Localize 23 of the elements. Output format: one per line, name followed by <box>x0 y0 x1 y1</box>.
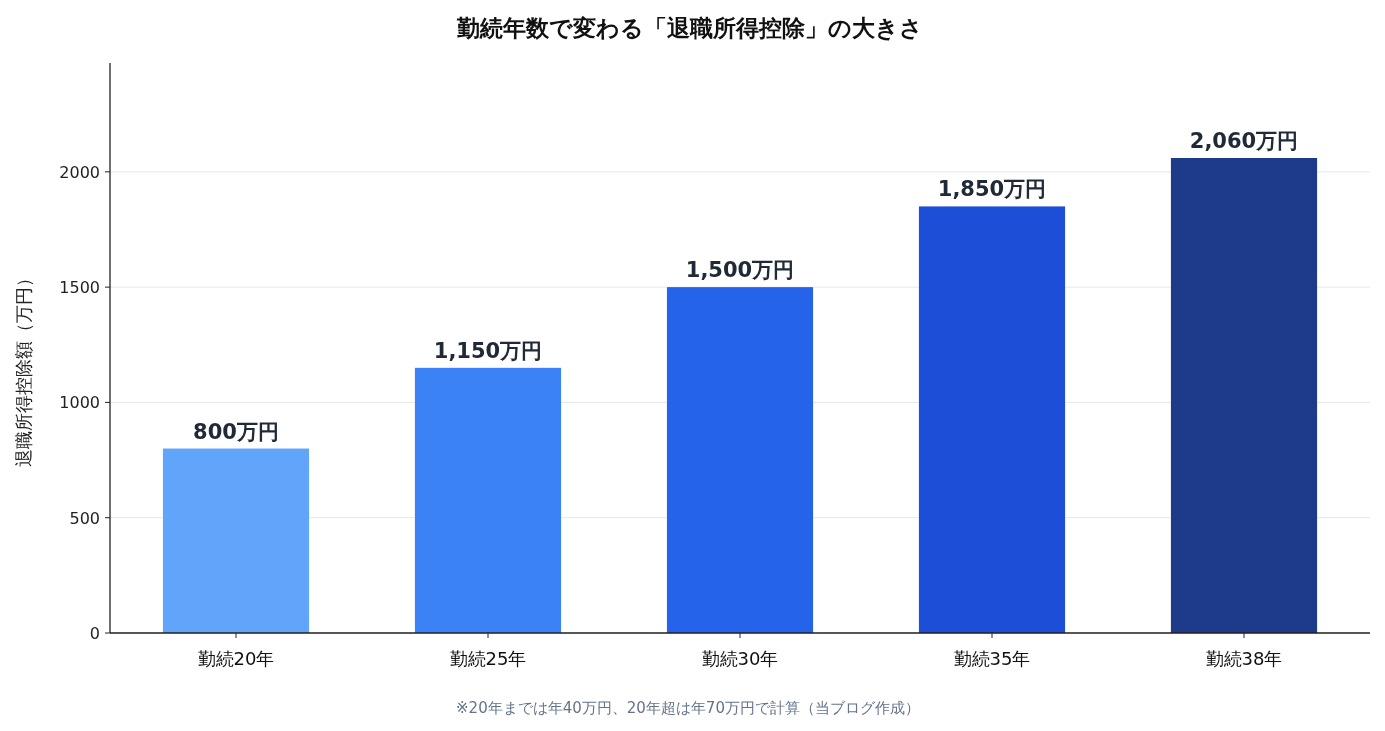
x-tick-label: 勤続38年 <box>1205 648 1283 669</box>
text: ※20年までは年40万円、20年超は年70万円で計算（当ブログ作成） <box>456 699 920 717</box>
bar <box>666 287 814 633</box>
bar <box>414 367 562 633</box>
y-tick-label: 500 <box>69 508 100 528</box>
bar <box>1170 158 1318 633</box>
y-axis-title: 退職所得控除額（万円） <box>13 269 34 467</box>
data-label: 1,150万円 <box>433 338 543 363</box>
y-tick-label: 1500 <box>59 278 100 298</box>
bar <box>162 448 310 633</box>
y-tick-label: 0 <box>89 624 100 643</box>
bar <box>918 206 1066 633</box>
y-tick-label: 2000 <box>59 162 100 182</box>
data-label: 1,850万円 <box>937 177 1047 202</box>
data-label: 2,060万円 <box>1189 129 1299 153</box>
y-tick-label: 1000 <box>59 393 100 413</box>
data-label: 1,500万円 <box>685 258 795 283</box>
x-tick-label: 勤続30年 <box>701 648 779 669</box>
data-label: 800万円 <box>193 419 279 444</box>
x-tick-label: 勤続20年 <box>197 648 275 669</box>
chart-title: 勤続年数で変わる「退職所得控除」の大きさ <box>456 15 923 41</box>
x-tick-label: 勤続35年 <box>953 648 1031 669</box>
x-tick-label: 勤続25年 <box>449 648 527 669</box>
